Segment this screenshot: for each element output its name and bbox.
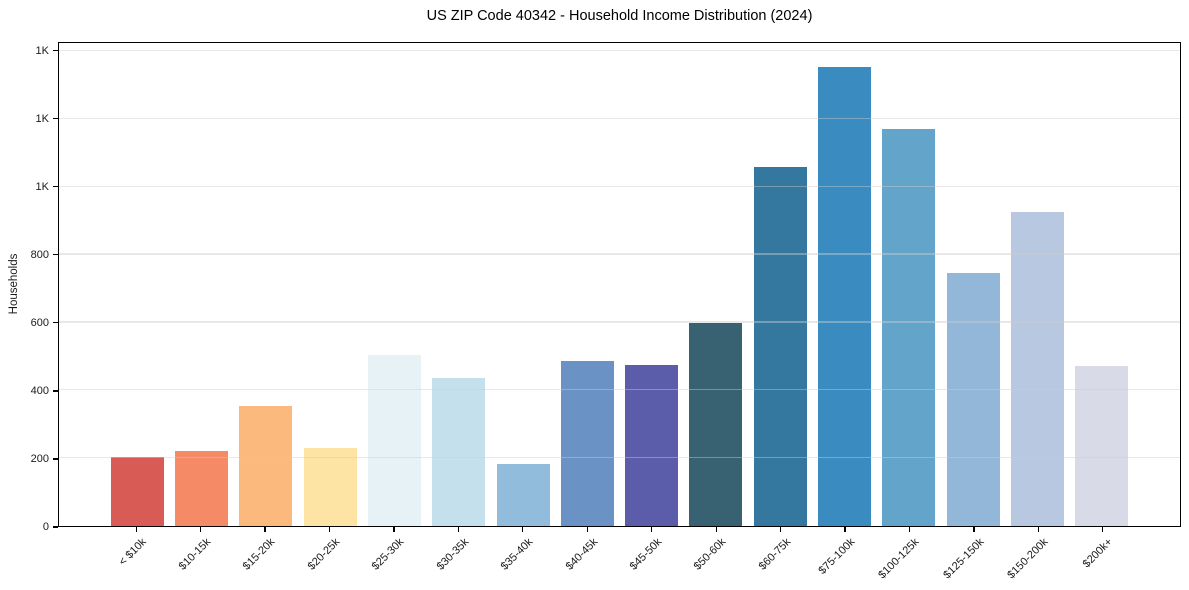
plot-area <box>58 42 1181 527</box>
bar <box>625 365 679 526</box>
y-tick-label: 0 <box>42 521 49 533</box>
x-tick-mark <box>908 527 911 532</box>
bar <box>303 448 357 526</box>
x-tick-mark <box>393 527 395 532</box>
x-tick-label: $10-15k <box>176 536 214 573</box>
bar-slot <box>877 43 941 526</box>
y-tick-label: 1K <box>35 180 49 193</box>
x-tick-mark <box>651 527 653 532</box>
bar-slot <box>298 43 362 526</box>
x-tick-label: $75-100k <box>816 536 858 577</box>
x-tick-mark <box>586 527 588 532</box>
y-tick-mark <box>53 49 58 52</box>
x-tick-mark <box>457 527 460 532</box>
x-tick-mark <box>715 527 717 532</box>
y-tick-mark <box>53 322 58 324</box>
bar <box>753 166 807 526</box>
x-tick-label: $100-125k <box>876 536 922 582</box>
bar-slot <box>941 43 1005 526</box>
bars-container <box>105 43 1134 526</box>
x-tick-label: $25-30k <box>369 536 407 573</box>
bar-slot <box>491 43 555 526</box>
x-tick-mark <box>328 527 331 532</box>
bar <box>560 360 614 526</box>
bar <box>882 129 936 526</box>
x-tick-label: $200k+ <box>1081 536 1116 571</box>
bar-slot <box>620 43 684 526</box>
x-tick-mark <box>135 527 137 532</box>
bar <box>1075 365 1129 526</box>
y-tick-label: 1K <box>35 112 49 125</box>
bar-slot <box>748 43 812 526</box>
bar-slot <box>1005 43 1069 526</box>
y-tick-mark <box>53 458 58 460</box>
y-tick-mark <box>53 390 58 392</box>
bar-slot <box>812 43 876 526</box>
y-tick-label: 800 <box>30 248 49 261</box>
bar <box>367 354 421 526</box>
x-tick-label: $40-45k <box>563 536 600 573</box>
y-tick-mark <box>53 526 58 528</box>
y-tick-mark <box>53 185 58 188</box>
x-tick-mark <box>973 527 975 532</box>
x-tick-mark <box>1102 527 1104 532</box>
x-tick-label: < $10k <box>116 536 149 569</box>
bar-slot <box>684 43 748 526</box>
x-tick-mark <box>1037 527 1039 532</box>
y-tick-label: 600 <box>30 316 49 329</box>
bar <box>239 405 293 526</box>
bar <box>818 67 872 526</box>
y-axis: 0 200 400 600 800 1K 1K 1K <box>0 42 58 533</box>
y-tick-label: 400 <box>30 384 49 397</box>
x-tick-label: $60-75k <box>756 536 794 573</box>
x-tick-label: $30-35k <box>434 536 471 573</box>
x-tick-mark <box>522 527 524 532</box>
bar <box>432 377 486 526</box>
bar-slot <box>362 43 426 526</box>
bar <box>689 322 743 526</box>
x-tick-label: $125-150k <box>941 536 987 582</box>
bar <box>1011 212 1065 526</box>
bar-slot <box>234 43 298 526</box>
y-tick-label: 1K <box>35 44 49 57</box>
bar <box>110 456 164 526</box>
x-tick-mark <box>200 527 202 532</box>
bar-slot <box>105 43 169 526</box>
y-tick-label: 200 <box>30 452 49 465</box>
x-axis: < $10k $10-15k $15-20k $20-25k $25-30k $30-35… <box>58 527 1181 589</box>
y-tick-mark <box>53 254 58 256</box>
bar-slot <box>427 43 491 526</box>
bar-slot <box>1070 43 1134 526</box>
bar <box>174 451 228 526</box>
x-tick-label: $35-40k <box>498 536 536 573</box>
bar <box>496 463 550 526</box>
x-tick-label: $50-60k <box>692 536 729 573</box>
bar-slot <box>169 43 233 526</box>
x-tick-label: $20-25k <box>305 536 343 573</box>
bar <box>946 273 1000 526</box>
y-tick-mark <box>53 117 58 120</box>
x-tick-mark <box>264 527 266 532</box>
x-tick-label: $15-20k <box>240 536 278 573</box>
x-tick-label: $150-200k <box>1005 536 1051 582</box>
x-tick-mark <box>779 527 782 532</box>
chart-title: US ZIP Code 40342 - Household Income Dis… <box>426 8 813 24</box>
x-tick-mark <box>844 527 846 532</box>
x-tick-label: $45-50k <box>627 536 665 573</box>
bar-slot <box>555 43 619 526</box>
